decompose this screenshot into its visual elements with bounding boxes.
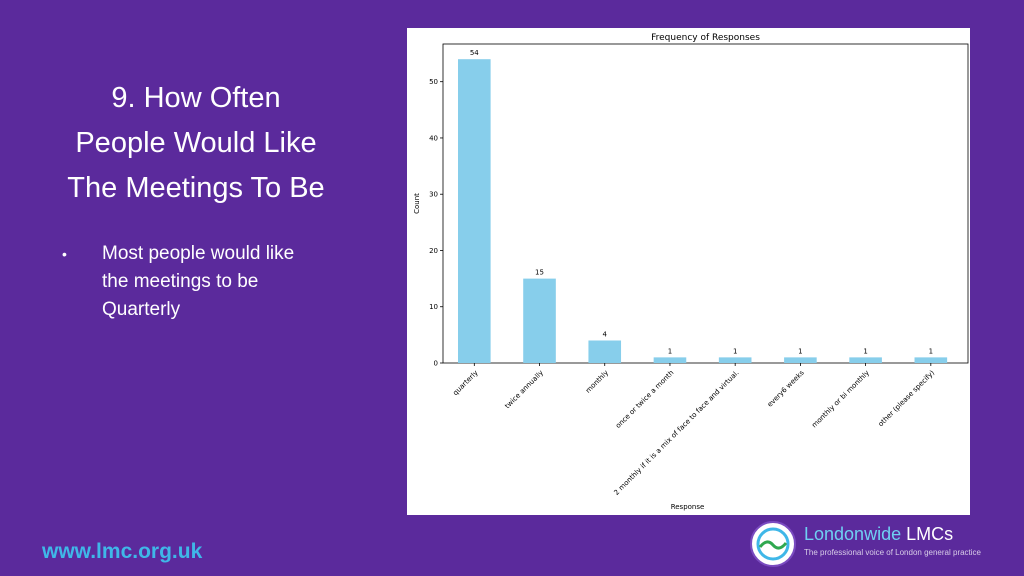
bar-data-label: 1: [798, 347, 802, 355]
slide-title: 9. How Often People Would Like The Meeti…: [40, 76, 352, 211]
bar-data-label: 54: [470, 49, 479, 57]
bar-data-label: 1: [863, 347, 867, 355]
bar: [914, 357, 948, 363]
bar: [523, 278, 556, 363]
bullet-marker: •: [62, 246, 67, 262]
slide-title-line: The Meetings To Be: [67, 172, 325, 204]
bar: [458, 59, 491, 363]
x-tick-label: every6 weeks: [766, 369, 806, 409]
x-axis-label: Response: [671, 503, 705, 511]
bullet-line: Quarterly: [102, 299, 181, 320]
footer-url-link[interactable]: www.lmc.org.uk: [42, 540, 203, 563]
x-tick-label: once or twice a month: [614, 369, 675, 430]
x-tick-label: other (please specify): [877, 369, 937, 429]
logo-name-part1: Londonwide: [804, 524, 902, 544]
logo-tagline: The professional voice of London general…: [804, 548, 981, 557]
x-tick-label: 2 monthly if it is a mix of face to face…: [612, 369, 740, 497]
bar: [653, 357, 687, 363]
bullet-text: Most people would like the meetings to b…: [102, 240, 342, 324]
bullet-line: Most people would like: [102, 243, 295, 264]
slide-title-line: 9. How Often: [111, 82, 281, 114]
chart-panel: Frequency of Responses 0 10 20 30 40 50 Count 54…: [407, 28, 970, 515]
y-tick-label: 40: [429, 134, 438, 142]
bar: [784, 357, 817, 363]
bar-data-label: 1: [733, 347, 737, 355]
bar-chart: Frequency of Responses 0 10 20 30 40 50 Count 54…: [413, 33, 969, 511]
slide-title-line: People Would Like: [75, 127, 317, 159]
y-tick-label: 50: [429, 78, 438, 86]
x-tick-label: twice annually: [503, 369, 545, 411]
bar-data-label: 1: [668, 347, 672, 355]
logo-name: Londonwide LMCs: [804, 524, 953, 545]
y-tick-label: 20: [429, 247, 438, 255]
y-tick-label: 10: [429, 303, 438, 311]
y-axis-label: Count: [413, 193, 421, 214]
y-tick-label: 30: [429, 191, 438, 199]
bar-data-label: 4: [603, 330, 608, 338]
logo-emblem-graphic: [756, 527, 790, 561]
bar-data-label: 1: [929, 347, 933, 355]
x-tick-label: monthly: [584, 369, 610, 395]
logo-name-part2: LMCs: [901, 524, 954, 544]
x-tick-label: quarterly: [451, 369, 479, 397]
bar: [849, 357, 882, 363]
chart-title: Frequency of Responses: [651, 33, 760, 43]
logo-emblem: [750, 521, 796, 567]
bullet-line: the meetings to be: [102, 271, 259, 292]
bar: [588, 340, 622, 363]
bar-data-label: 15: [535, 269, 544, 277]
y-tick-label: 0: [434, 360, 438, 368]
bar: [718, 357, 752, 363]
londonwide-lmcs-logo: Londonwide LMCs The professional voice o…: [750, 521, 981, 569]
plot-frame: [442, 43, 969, 364]
x-tick-label: monthly or bi monthly: [810, 369, 871, 430]
